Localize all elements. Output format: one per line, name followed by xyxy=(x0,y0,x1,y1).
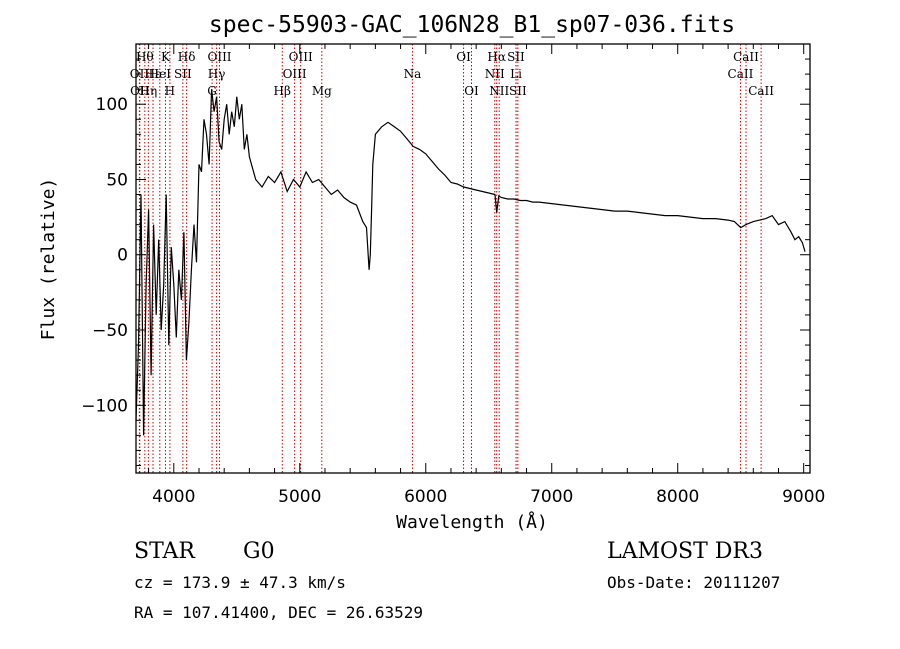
emission-line-label: Na xyxy=(404,67,422,81)
y-tick-label: −50 xyxy=(92,321,128,341)
emission-line-label: Hβ xyxy=(274,84,291,98)
emission-line-label: HeI xyxy=(149,67,172,81)
emission-line-label: Hθ xyxy=(136,50,154,64)
emission-line-label: CaII xyxy=(748,84,774,98)
emission-line-label: Li xyxy=(510,67,522,81)
emission-line-label: CaII xyxy=(733,50,759,64)
emission-line-label: Hη xyxy=(140,84,158,98)
x-axis-label: Wavelength (Å) xyxy=(396,511,548,533)
x-tick-label: 7000 xyxy=(530,487,573,507)
y-tick-label: 0 xyxy=(117,246,128,266)
x-tick-label: 4000 xyxy=(152,487,195,507)
x-tick-label: 6000 xyxy=(404,487,447,507)
survey-name: LAMOST DR3 xyxy=(607,539,763,564)
x-tick-label: 8000 xyxy=(656,487,699,507)
spectrum-series-line xyxy=(135,89,806,436)
emission-line-label: SII xyxy=(174,67,192,81)
emission-line-label: Hγ xyxy=(208,67,226,81)
emission-line-label: NII xyxy=(485,67,505,81)
x-tick-label: 9000 xyxy=(782,487,825,507)
y-axis-ticks: −100 −50 0 50 100 xyxy=(81,58,810,466)
y-tick-label: 50 xyxy=(106,170,128,190)
y-axis-label: Flux (relative) xyxy=(38,178,59,341)
x-tick-label: 5000 xyxy=(278,487,321,507)
emission-line-label: OIII xyxy=(207,50,231,64)
emission-line-label: H xyxy=(165,84,175,98)
emission-line-label: OI xyxy=(464,84,479,98)
emission-line-label: SII xyxy=(507,50,525,64)
emission-line-markers xyxy=(138,44,762,473)
emission-line-label: OI xyxy=(456,50,471,64)
emission-line-label: K xyxy=(161,50,171,64)
emission-line-label: Hα xyxy=(487,50,506,64)
emission-line-label: OIII xyxy=(283,67,307,81)
emission-line-label: NII xyxy=(489,84,509,98)
emission-line-label: OII xyxy=(130,84,150,98)
emission-line-label: CaII xyxy=(728,67,754,81)
object-subclass: G0 xyxy=(243,539,275,564)
coordinates-readout: RA = 107.41400, DEC = 26.63529 xyxy=(134,603,423,622)
chart-title: spec-55903-GAC_106N28_B1_sp07-036.fits xyxy=(209,12,735,38)
y-tick-label: 100 xyxy=(96,95,128,115)
emission-line-label: Mg xyxy=(312,84,332,98)
emission-line-label: OIII xyxy=(289,50,313,64)
object-class: STAR xyxy=(134,539,195,564)
emission-line-labels: OIIOIIHθHηHεHeIKHSIIHδGHγOIIIHβOIIIOIIIM… xyxy=(130,50,775,98)
emission-line-label: Hδ xyxy=(178,50,196,64)
emission-line-label: Hε xyxy=(145,67,162,81)
redshift-readout: cz = 173.9 ± 47.3 km/s xyxy=(134,573,346,592)
plot-frame xyxy=(135,43,811,474)
x-axis-ticks: 4000 5000 6000 7000 8000 9000 xyxy=(148,44,825,507)
emission-line-label: SII xyxy=(509,84,527,98)
y-tick-label: −100 xyxy=(81,396,128,416)
observation-date: Obs-Date: 20111207 xyxy=(607,573,781,592)
